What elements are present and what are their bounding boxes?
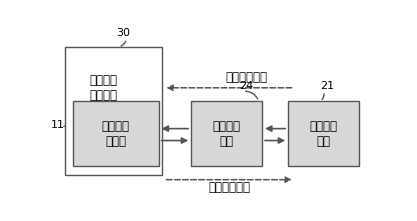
Text: 车辆检测信息: 车辆检测信息 [225, 71, 267, 84]
Bar [288, 101, 359, 166]
Text: 交通信号
控制系统: 交通信号 控制系统 [89, 74, 117, 102]
Text: 交通信号
控制机: 交通信号 控制机 [102, 120, 130, 148]
Text: 30: 30 [116, 28, 130, 38]
Bar [65, 47, 162, 175]
Text: 信号配时信息: 信号配时信息 [209, 181, 251, 194]
Bar [191, 101, 262, 166]
Text: 信号转换
设备: 信号转换 设备 [213, 120, 241, 148]
Text: 11: 11 [51, 120, 65, 130]
Text: 交通仿真
模块: 交通仿真 模块 [309, 120, 338, 148]
Bar [73, 101, 159, 166]
Text: 24: 24 [239, 81, 253, 91]
Text: 21: 21 [320, 81, 334, 91]
